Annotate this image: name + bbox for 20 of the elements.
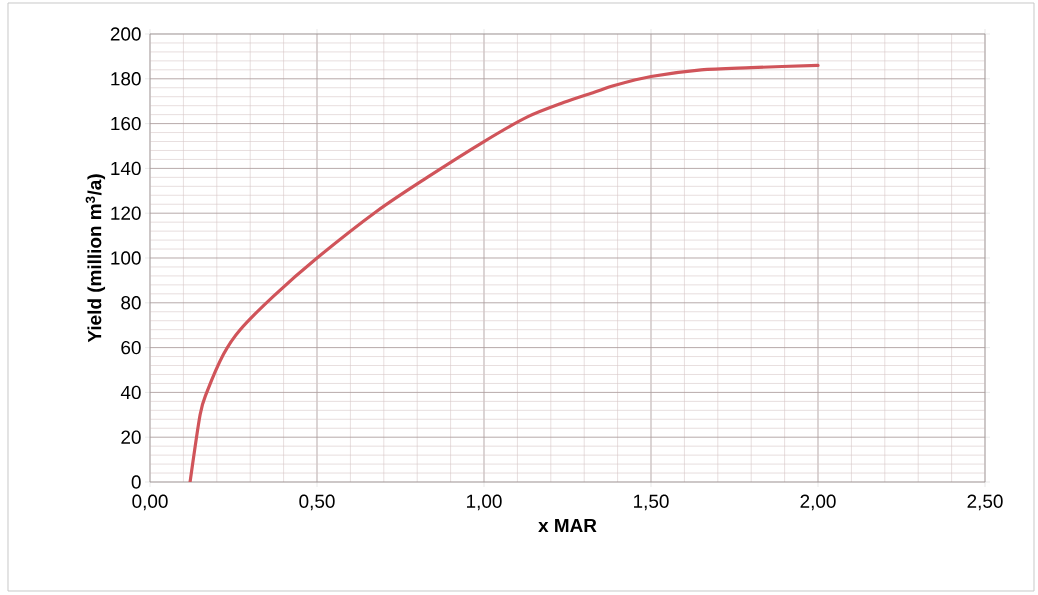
x-tick-label: 1,50 [634,494,669,511]
y-tick-label: 20 [121,430,141,444]
y-axis-title: Yield (million m$^{3}$/a) [85,174,106,343]
x-tick-label: 2,50 [967,494,1003,511]
x-tick-label: 2,00 [800,494,836,511]
y-tick-label: 80 [121,296,141,310]
x-tick-label: 0,00 [132,494,168,511]
y-tick-label: 0 [131,475,141,489]
x-tick-label: 0,50 [299,494,335,511]
y-tick-label: 120 [111,206,141,220]
line-series [188,63,820,482]
y-tick-label: 140 [111,161,141,176]
x-tick-label: 1,00 [467,494,502,511]
y-tick-label: 100 [111,251,141,265]
y-tick-label: 160 [111,116,141,131]
y-tick-label: 60 [121,340,141,355]
y-tick-label: 200 [110,27,141,41]
x-axis-title: x MAR [538,519,597,533]
y-tick-label: 180 [111,72,141,86]
y-tick-label: 40 [120,385,141,400]
